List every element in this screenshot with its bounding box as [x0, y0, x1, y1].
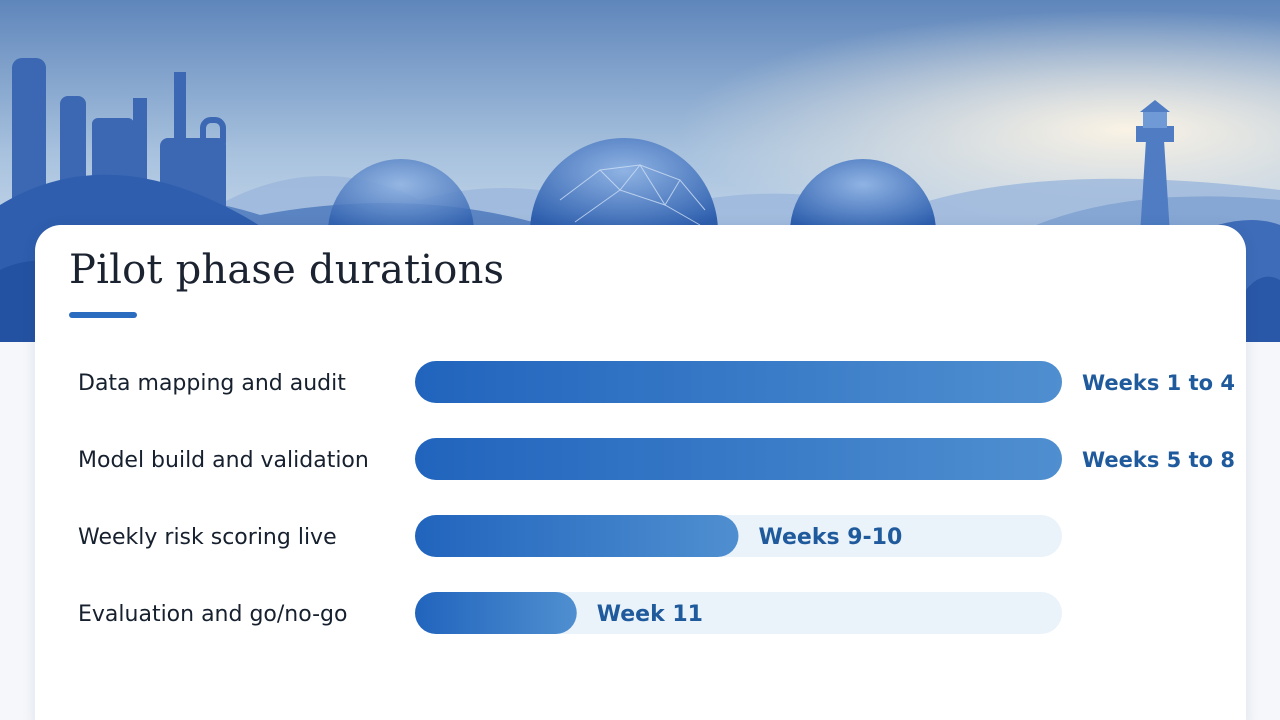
phase-duration-label: Week 11 — [597, 602, 703, 627]
phase-bar — [415, 438, 1062, 480]
phase-bar — [415, 592, 577, 634]
phase-label: Model build and validation — [78, 448, 369, 473]
phase-label: Evaluation and go/no-go — [78, 602, 347, 627]
phase-bar — [415, 361, 1062, 403]
content-card: Pilot phase durations Data mapping and a… — [35, 225, 1246, 720]
phase-bar — [415, 515, 739, 557]
phase-label: Weekly risk scoring live — [78, 525, 337, 550]
phase-duration-label: Weeks 9-10 — [759, 525, 903, 550]
bar-track — [415, 592, 1062, 634]
phase-duration-label: Weeks 1 to 4 — [1082, 371, 1235, 395]
phase-duration-chart: Data mapping and audit Weeks 1 to 4 Model … — [35, 225, 1246, 720]
title-underline — [69, 312, 137, 318]
slide-title: Pilot phase durations — [69, 247, 505, 293]
phase-duration-label: Weeks 5 to 8 — [1082, 448, 1235, 472]
phase-label: Data mapping and audit — [78, 371, 346, 396]
